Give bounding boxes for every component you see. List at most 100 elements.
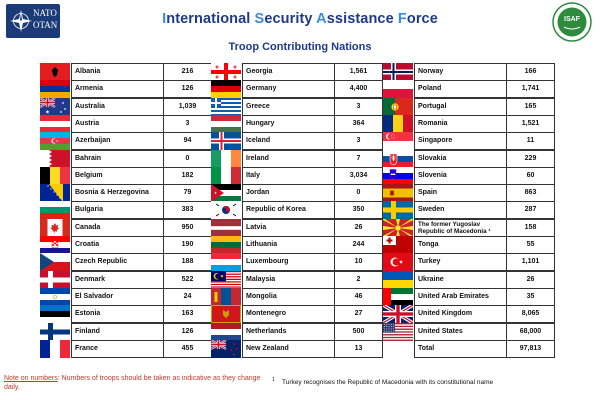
- table-row: Finland 126: [40, 322, 212, 341]
- table-row: Croatia 190: [40, 236, 212, 254]
- flag-belgium-icon: [40, 166, 70, 185]
- table-row: Australia 1,039: [40, 97, 212, 116]
- country-name: Bahrain: [71, 149, 164, 168]
- country-name: Bulgaria: [71, 201, 164, 220]
- flag-cell: [40, 305, 70, 324]
- country-name: Azerbaijan: [71, 132, 164, 151]
- troop-count: 11: [507, 132, 555, 151]
- flag-cell: [383, 132, 413, 151]
- flag-luxembourg-icon: [211, 253, 241, 272]
- table-row: Norway 166: [383, 63, 555, 81]
- flag-jordan-icon: [211, 184, 241, 203]
- flag-cell: [211, 287, 241, 306]
- troop-count: 2: [335, 270, 383, 289]
- country-name: United States: [414, 322, 507, 341]
- flag-cell: [383, 340, 413, 358]
- country-name: Poland: [414, 80, 507, 99]
- table-row: Netherlands 500: [211, 322, 383, 341]
- flag-cell: [211, 97, 241, 116]
- flag-cell: [211, 114, 241, 133]
- country-name: Ireland: [242, 149, 335, 168]
- flag-latvia-icon: [211, 218, 241, 237]
- troop-count: 182: [164, 166, 212, 185]
- country-name: Italy: [242, 166, 335, 185]
- troop-count: 287: [507, 201, 555, 220]
- footnote: 1 Turkey recognises the Republic of Mace…: [272, 377, 493, 386]
- table-row: Greece 3: [211, 97, 383, 116]
- flag-cell: [383, 270, 413, 289]
- country-name: Ukraine: [414, 270, 507, 289]
- country-name: Georgia: [242, 63, 335, 81]
- flag-estonia-icon: [40, 305, 70, 324]
- country-name: Total: [414, 339, 507, 358]
- flag-cell: [211, 218, 241, 237]
- flag-romania-icon: [383, 114, 413, 133]
- troop-count: 364: [335, 114, 383, 133]
- flag-iceland-icon: [211, 132, 241, 151]
- troop-count: 1,101: [507, 253, 555, 272]
- note-text: : Numbers of troops should be taken as i…: [4, 375, 261, 391]
- flag-croatia-icon: [40, 236, 70, 254]
- country-name: Jordan: [242, 184, 335, 203]
- table-row: Spain 863: [383, 184, 555, 203]
- table-row: Jordan 0: [211, 184, 383, 203]
- troop-count: 216: [164, 63, 212, 81]
- table-row: Slovakia 229: [383, 149, 555, 168]
- table-row: Canada 950: [40, 218, 212, 237]
- country-name: Estonia: [71, 305, 164, 324]
- flag-hungary-icon: [211, 114, 241, 133]
- flag-cell: [40, 322, 70, 341]
- troop-count: 455: [164, 339, 212, 358]
- flag-slovakia-icon: [383, 149, 413, 168]
- flag-cell: [383, 63, 413, 81]
- troop-count: 68,000: [507, 322, 555, 341]
- title-initial: S: [254, 11, 265, 27]
- flag-korea-icon: [211, 201, 241, 220]
- troop-count: 26: [335, 218, 383, 237]
- flag-spain-icon: [383, 184, 413, 203]
- nato-line-1: NATO: [33, 8, 57, 18]
- flag-cell: [383, 253, 413, 272]
- country-name: Turkey: [414, 253, 507, 272]
- troop-count: 3: [335, 97, 383, 116]
- footnote-mark: 1: [272, 377, 275, 383]
- country-name: Mongolia: [242, 287, 335, 306]
- title-segment: orce: [406, 11, 438, 27]
- troop-count: 383: [164, 201, 212, 220]
- troop-count: 4,400: [335, 80, 383, 99]
- troop-count: 13: [335, 339, 383, 358]
- flag-cell: [383, 114, 413, 133]
- flag-ireland-icon: [211, 149, 241, 168]
- flag-cell: [211, 132, 241, 151]
- title-initial: I: [162, 11, 167, 27]
- flag-usa-icon: [383, 322, 413, 341]
- table-column: Albania 216 Armenia 126 Australia 1,039 Austr…: [40, 63, 212, 358]
- flag-cell: [211, 305, 241, 324]
- flag-bulgaria-icon: [40, 201, 70, 220]
- flag-cell: [383, 201, 413, 220]
- flag-denmark-icon: [40, 270, 70, 289]
- table-row: Slovenia 60: [383, 166, 555, 185]
- flag-cell: [383, 218, 413, 237]
- table-row: Tonga 55: [383, 236, 555, 254]
- flag-singapore-icon: [383, 132, 413, 151]
- table-row: New Zealand 13: [211, 339, 383, 358]
- title-segment: ssistance: [326, 11, 398, 27]
- troop-count: 126: [164, 80, 212, 99]
- flag-cell: [211, 322, 241, 341]
- flag-cell: [40, 184, 70, 203]
- troop-count: 1,741: [507, 80, 555, 99]
- flag-bosnia-icon: [40, 184, 70, 203]
- table-row: Georgia 1,561: [211, 63, 383, 81]
- table-row: Ukraine 26: [383, 270, 555, 289]
- flag-slovenia-icon: [383, 166, 413, 185]
- country-name: Germany: [242, 80, 335, 99]
- flag-georgia-icon: [211, 63, 241, 81]
- troop-count: 350: [335, 201, 383, 220]
- country-name: New Zealand: [242, 339, 335, 358]
- table-row: Estonia 163: [40, 305, 212, 324]
- flag-cell: [211, 80, 241, 99]
- title-segment: ecurity: [264, 11, 317, 27]
- flag-cell: [40, 114, 70, 133]
- troop-count: 244: [335, 236, 383, 254]
